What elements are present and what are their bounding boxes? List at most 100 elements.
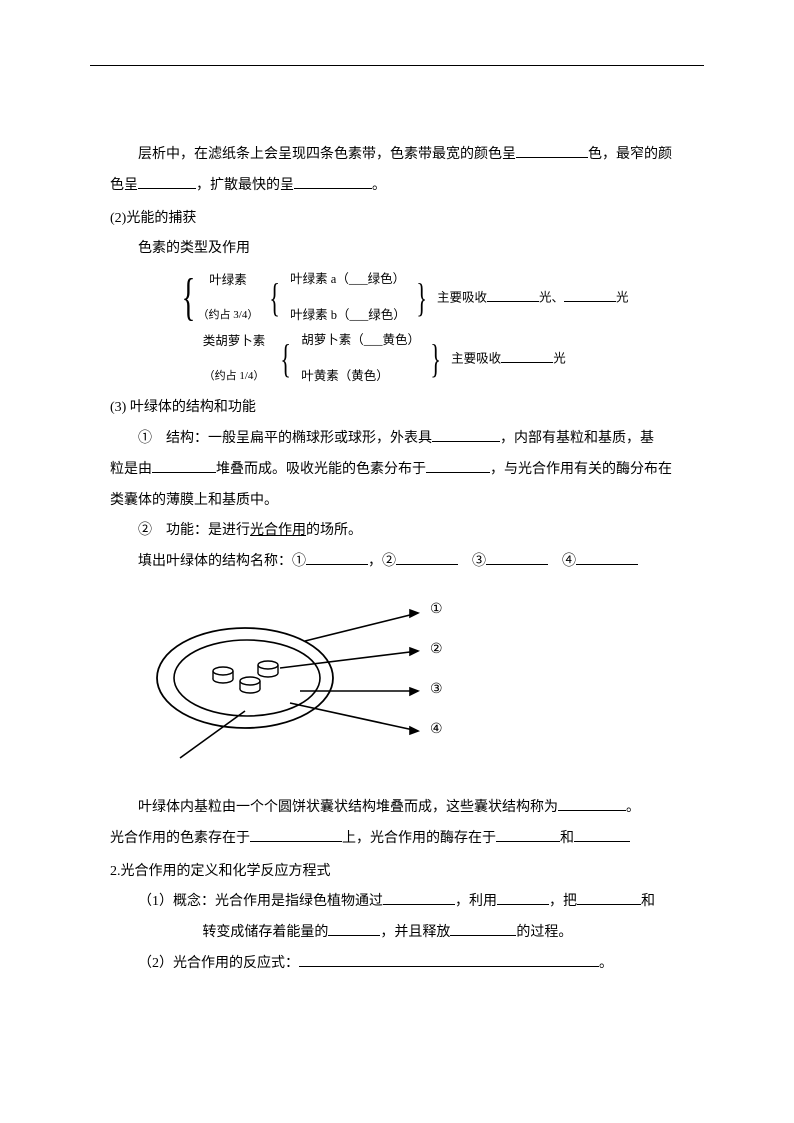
s3-p3: 类囊体的薄膜上和基质中。 [110,486,694,517]
text: 叶黄素（黄色） [301,368,420,386]
text: 色，最窄的颜 [588,147,672,162]
text: （1）概念：光合作用是指绿色植物通过 [138,894,383,909]
car-absorb: 主要吸收 光 [451,349,566,368]
text: 光 [616,291,629,305]
text: 和 [560,831,574,846]
blank [564,288,616,302]
carotenoid-row: 类胡萝卜素 （约占 1/4） { 胡萝卜素（___黄色） 叶黄素（黄色） } 主… [180,332,694,385]
text: 的场所。 [306,523,362,538]
text: 粒是由 [110,462,152,477]
brace-icon: { [182,272,196,324]
section-2-heading: (2)光能的捕获 [110,204,694,235]
page-content: 层析中，在滤纸条上会呈现四条色素带，色素带最宽的颜色呈色，最窄的颜 色呈，扩散最… [0,0,794,1040]
text: 类胡萝卜素 [203,333,266,351]
chl-pair: 叶绿素 a（___绿色） 叶绿素 b（___绿色） [290,271,406,324]
underline-text: 光合作用 [250,523,306,538]
text: ，与光合作用有关的酶分布在 [490,462,672,477]
text: 填出叶绿体的结构名称：① [138,554,306,569]
s3-p2: 粒是由 堆叠而成。吸收光能的色素分布于 ，与光合作用有关的酶分布在 [110,455,694,486]
diagram-label-column: ① ② ③ ④ [430,603,443,763]
text: 堆叠而成。吸收光能的色素分布于 [216,462,426,477]
chloroplast-svg [150,593,430,783]
section-2-sub: 色素的类型及作用 [110,234,694,265]
diagram-label: ② [430,643,443,683]
section-3-heading: (3) 叶绿体的结构和功能 [110,393,694,424]
text: ，扩散最快的呈 [196,178,294,193]
blank [383,890,455,905]
blank [294,174,372,189]
intro-line2: 色呈，扩散最快的呈。 [110,171,694,202]
text: ，② [368,554,396,569]
text: ，内部有基粒和基质，基 [500,431,654,446]
blank [432,427,500,442]
text: 。 [372,178,386,193]
text: 光合作用的色素存在于 [110,831,250,846]
text: ，利用 [455,894,497,909]
text: 主要吸收 [437,291,487,305]
text: 光 [553,352,566,366]
text: （2）光合作用的反应式： [138,956,299,971]
s3-p5: 填出叶绿体的结构名称：① ，② ③ ④ [110,547,694,578]
text: 主要吸收 [451,352,501,366]
text: 叶绿素 b（___绿色） [290,307,406,325]
blank [138,174,196,189]
text: 层析中，在滤纸条上会呈现四条色素带，色素带最宽的颜色呈 [138,147,516,162]
brace-icon: { [269,278,280,318]
s3-p1: ① 结构：一般呈扁平的椭球形或球形，外表具 ，内部有基粒和基质，基 [110,424,694,455]
text: 的过程。 [516,925,572,940]
after-diag-p2: 光合作用的色素存在于 上，光合作用的酶存在于 和 [110,824,694,855]
text: 。 [626,800,640,815]
diagram-label: ④ [430,723,443,763]
text: 胡萝卜素（___黄色） [301,332,420,350]
def-p2: 转变成储存着能量的 ，并且释放 的过程。 [110,918,694,949]
blank [496,827,560,842]
chlorophyll-label-col: 叶绿素 （约占 3/4） [197,272,259,323]
brace-icon: { [280,339,291,379]
car-pair: 胡萝卜素（___黄色） 叶黄素（黄色） [301,332,420,385]
chl-absorb: 主要吸收 光、 光 [437,288,629,307]
text: （约占 3/4） [198,308,259,323]
text: （约占 1/4） [204,369,265,384]
blank [497,890,549,905]
def-p1: （1）概念：光合作用是指绿色植物通过 ，利用 ，把 和 [110,887,694,918]
chloroplast-diagram: ① ② ③ ④ [150,593,694,783]
text: 上，光合作用的酶存在于 [342,831,496,846]
blank [516,143,588,158]
text: ③ [472,554,486,569]
text: ，把 [549,894,577,909]
blank [152,458,216,473]
blank [501,349,553,363]
after-diag-p1: 叶绿体内基粒由一个个圆饼状囊状结构堆叠而成，这些囊状结构称为。 [110,793,694,824]
blank [574,827,630,842]
s3-p4: ② 功能：是进行光合作用的场所。 [110,516,694,547]
pigment-tree: { 叶绿素 （约占 3/4） { 叶绿素 a（___绿色） 叶绿素 b（___绿… [180,271,694,385]
definition-heading: 2.光合作用的定义和化学反应方程式 [110,857,694,888]
text: 叶绿素 a（___绿色） [290,271,406,289]
text: ④ [562,554,576,569]
def-p3: （2）光合作用的反应式： 。 [110,949,694,980]
brace-icon: } [430,339,441,379]
blank [328,921,380,936]
text: ② 功能：是进行 [138,523,250,538]
carotenoid-label-col: 类胡萝卜素 （约占 1/4） [198,333,270,384]
text: ，并且释放 [380,925,450,940]
text: 和 [641,894,655,909]
diagram-label: ① [430,603,443,643]
text: 叶绿素 [209,272,247,290]
blank [426,458,490,473]
blank [487,288,539,302]
blank [250,827,342,842]
diagram-label: ③ [430,683,443,723]
text: ① 结构：一般呈扁平的椭球形或球形，外表具 [138,431,432,446]
blank [577,890,641,905]
chlorophyll-row: { 叶绿素 （约占 3/4） { 叶绿素 a（___绿色） 叶绿素 b（___绿… [180,271,694,324]
text: 。 [599,956,613,971]
text: 光、 [539,291,564,305]
text: 转变成储存着能量的 [202,925,328,940]
blank [486,550,548,565]
top-horizontal-rule [90,65,704,66]
blank [306,550,368,565]
blank [576,550,638,565]
blank [299,952,599,967]
blank [450,921,516,936]
